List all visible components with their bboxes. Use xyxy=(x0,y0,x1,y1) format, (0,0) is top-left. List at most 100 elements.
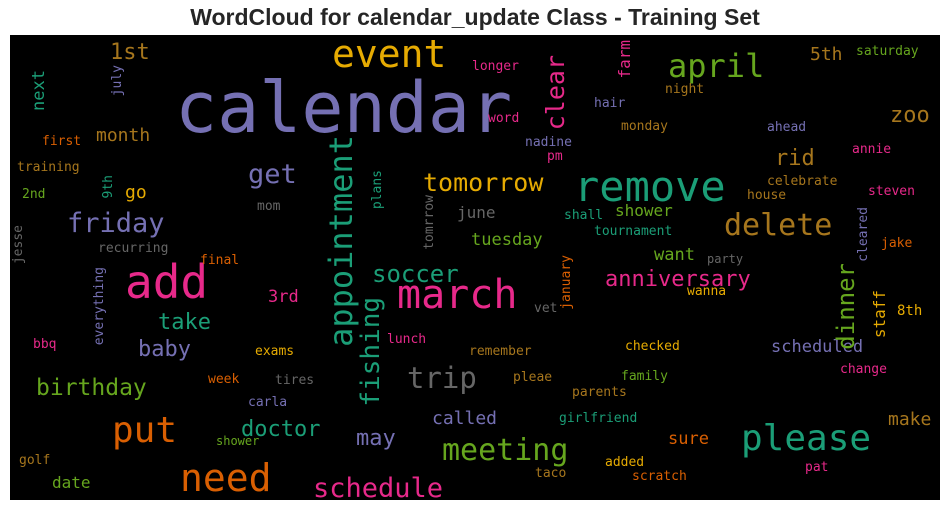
word-shower: shower xyxy=(615,201,673,220)
word-sure: sure xyxy=(668,429,709,449)
word-baby: baby xyxy=(138,337,191,362)
word-anniversary: anniversary xyxy=(605,267,751,292)
word-tomrrow: tomrrow xyxy=(422,195,437,250)
word-shall: shall xyxy=(564,208,604,223)
word-carla: carla xyxy=(248,395,288,410)
word-march: march xyxy=(397,272,518,318)
word-annie: annie xyxy=(852,142,892,157)
word-nadine: nadine xyxy=(525,135,572,150)
word-dinner: dinner xyxy=(832,263,860,350)
word-date: date xyxy=(52,473,91,492)
word-parents: parents xyxy=(572,385,627,400)
word-doctor: doctor xyxy=(241,417,321,442)
word-april: april xyxy=(668,47,765,85)
word-word: word xyxy=(488,111,520,126)
word-training: training xyxy=(17,160,80,175)
word-schedule: schedule xyxy=(313,473,444,500)
word-tournament: tournament xyxy=(594,224,673,239)
word-saturday: saturday xyxy=(856,44,919,59)
word-everything: everything xyxy=(92,267,107,346)
word-want: want xyxy=(654,245,695,265)
word-checked: checked xyxy=(625,339,680,354)
word-birthday: birthday xyxy=(36,375,147,401)
word-bbq: bbq xyxy=(33,337,57,352)
word-celebrate: celebrate xyxy=(767,174,838,189)
word-5th: 5th xyxy=(810,44,843,65)
word-called: called xyxy=(432,408,498,429)
word-longer: longer xyxy=(472,59,519,74)
word-mom: mom xyxy=(257,199,281,214)
word-tires: tires xyxy=(275,373,315,388)
word-may: may xyxy=(356,426,396,451)
word-take: take xyxy=(158,310,211,335)
word-meeting: meeting xyxy=(442,433,569,468)
word-scheduled: scheduled xyxy=(771,337,864,357)
word-steven: steven xyxy=(868,184,915,199)
word-pm: pm xyxy=(547,149,563,164)
word-2nd: 2nd xyxy=(22,187,46,202)
word-month: month xyxy=(96,125,151,146)
word-tomorrow: tomorrow xyxy=(423,168,544,197)
word-farm: farm xyxy=(615,40,634,79)
word-appointment: appointment xyxy=(322,135,360,347)
word-friday: friday xyxy=(67,208,165,239)
word-july: july xyxy=(110,65,125,97)
word-jake: jake xyxy=(881,236,913,251)
word-please: please xyxy=(741,418,872,459)
word-scratch: scratch xyxy=(632,469,687,484)
word-golf: golf xyxy=(19,453,51,468)
word-calendar: calendar xyxy=(175,67,513,149)
word-vet: vet xyxy=(534,301,558,316)
word-put: put xyxy=(112,410,178,451)
word-week: week xyxy=(208,372,240,387)
chart-title: WordCloud for calendar_update Class - Tr… xyxy=(190,4,760,30)
word-trip: trip xyxy=(407,361,477,395)
word-remember: remember xyxy=(469,344,532,359)
word-staff: staff xyxy=(870,290,889,339)
wordcloud-canvas: calendar add remove march event need ple… xyxy=(10,35,940,500)
word-house: house xyxy=(747,188,787,203)
word-rid: rid xyxy=(775,146,815,171)
word-pat: pat xyxy=(805,460,829,475)
word-event: event xyxy=(332,35,447,76)
word-party: party xyxy=(707,252,744,266)
word-exams: exams xyxy=(255,344,295,359)
word-girlfriend: girlfriend xyxy=(559,411,638,426)
word-3rd: 3rd xyxy=(268,287,299,307)
word-june: june xyxy=(457,203,496,222)
word-wanna: wanna xyxy=(687,284,727,299)
word-added: added xyxy=(605,455,645,470)
word-zoo: zoo xyxy=(890,103,930,128)
word-final: final xyxy=(200,253,240,268)
word-go: go xyxy=(125,182,147,203)
word-change: change xyxy=(840,362,887,377)
word-jesse: jesse xyxy=(11,225,26,265)
word-soccer: soccer xyxy=(372,260,459,288)
word-get: get xyxy=(248,159,297,190)
word-9th: 9th xyxy=(101,175,116,199)
word-lunch: lunch xyxy=(387,332,427,347)
word-shower-small: shower xyxy=(216,434,260,448)
word-8th: 8th xyxy=(897,303,923,319)
word-first: first xyxy=(42,134,82,149)
word-remove: remove xyxy=(574,162,726,211)
word-clear: clear xyxy=(541,55,570,131)
word-cleared: cleared xyxy=(856,207,871,262)
word-hair: hair xyxy=(594,96,626,111)
word-make: make xyxy=(888,409,932,430)
word-1st: 1st xyxy=(110,40,150,65)
word-family: family xyxy=(621,369,668,384)
word-delete: delete xyxy=(724,208,833,243)
word-fishing: fishing xyxy=(356,297,386,407)
word-taco: taco xyxy=(535,466,567,481)
word-next: next xyxy=(29,70,49,111)
word-january: january xyxy=(559,255,574,310)
word-ahead: ahead xyxy=(767,120,807,135)
word-recurring: recurring xyxy=(98,241,169,256)
word-need: need xyxy=(180,456,272,500)
word-tuesday: tuesday xyxy=(471,230,543,250)
word-plans: plans xyxy=(370,170,385,210)
word-monday: monday xyxy=(621,119,668,134)
word-add: add xyxy=(125,255,209,309)
word-night: night xyxy=(665,82,705,97)
